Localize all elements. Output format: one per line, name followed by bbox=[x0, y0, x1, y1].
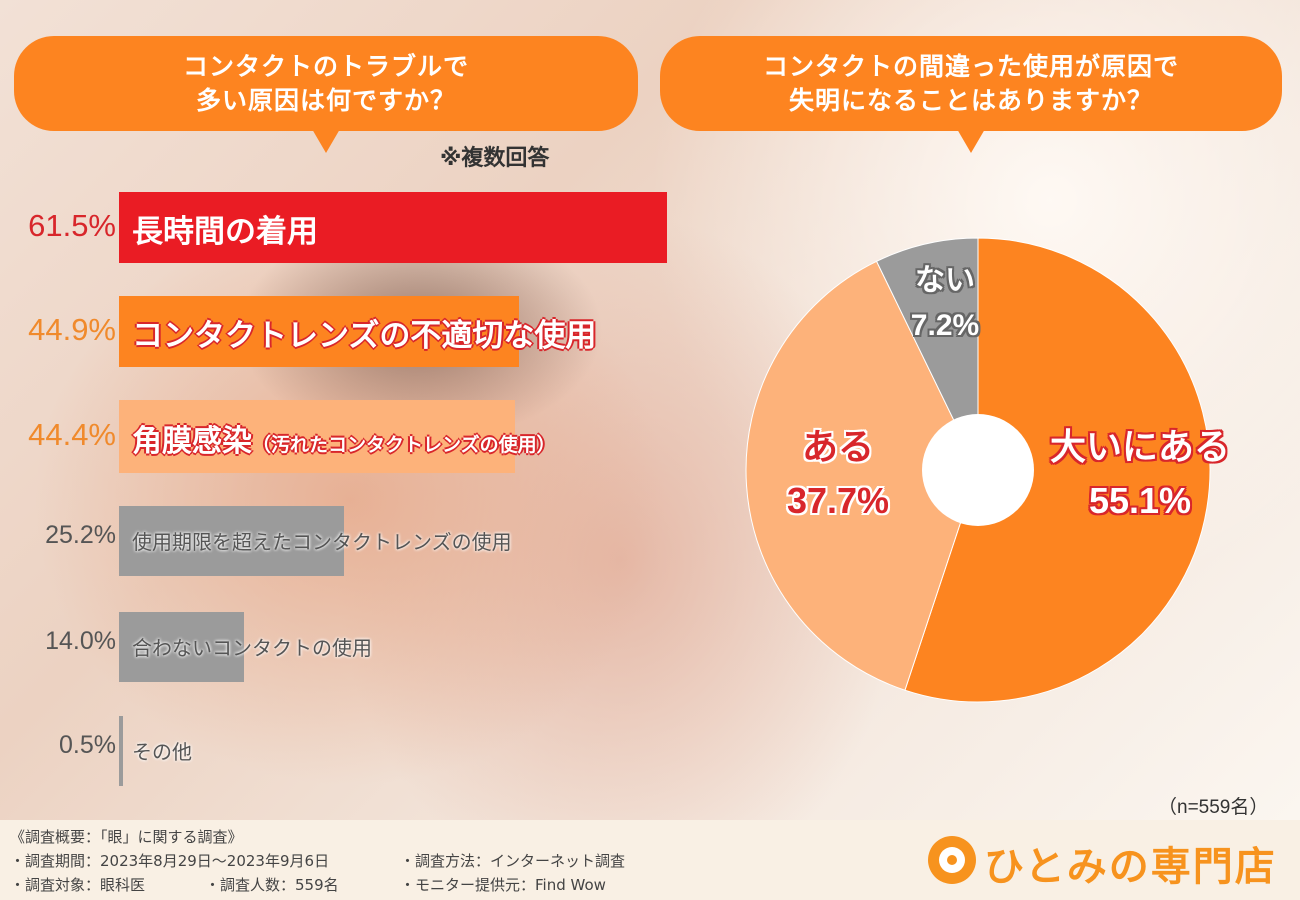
donut-value-2: 37.7% bbox=[786, 480, 890, 521]
survey-provider: ・モニター提供元：Find Wow bbox=[400, 876, 606, 894]
bar-value-label-2: 44.9% bbox=[28, 311, 116, 347]
donut-slice-3 bbox=[875, 237, 979, 471]
donut-label-3: ない 7.2% bbox=[825, 258, 1065, 348]
right-question-panel: コンタクトの間違った使用が原因で 失明になることはありますか？ bbox=[660, 36, 1282, 153]
multiple-answer-note: ※複数回答 bbox=[440, 146, 550, 171]
bar-2 bbox=[119, 296, 520, 367]
bar-4 bbox=[119, 506, 344, 576]
donut-value-1: 55.1% bbox=[1088, 480, 1192, 521]
donut-slice-1 bbox=[904, 237, 1211, 703]
bar-category-label-4: 使用期限を超えたコンタクトレンズの使用 bbox=[132, 530, 512, 555]
right-question-line2: 失明になることはありますか？ bbox=[788, 86, 1153, 115]
bar-category-label-6: その他 bbox=[132, 740, 192, 765]
bar-chart: 61.5% 長時間の着用 44.9% コンタクトレンズの不適切な使用 44.4% 角膜感染… bbox=[0, 0, 720, 800]
survey-target: ・調査対象：眼科医 bbox=[10, 876, 146, 894]
survey-count: ・調査人数：559名 bbox=[205, 876, 339, 894]
left-question-line1: コンタクトのトラブルで bbox=[182, 52, 469, 81]
bar-category-suffix-3: （汚れたコンタクトレンズの使用） bbox=[252, 433, 556, 456]
bar-1 bbox=[119, 192, 667, 263]
bar-value-label-3: 44.4% bbox=[28, 416, 116, 452]
bar-value-label-5: 14.0% bbox=[45, 627, 116, 655]
eye-logo-icon bbox=[928, 836, 976, 884]
donut-category-2: ある bbox=[801, 426, 874, 467]
survey-footer: 《調査概要：「眼」に関する調査》 ・調査期間：2023年8月29日～2023年9… bbox=[0, 820, 1300, 900]
donut-category-1: 大いにある bbox=[1049, 426, 1230, 467]
bar-category-label-3: 角膜感染（汚れたコンタクトレンズの使用） bbox=[132, 423, 556, 459]
survey-title: 《調査概要：「眼」に関する調査》 bbox=[10, 828, 243, 846]
bar-category-label-5: 合わないコンタクトの使用 bbox=[132, 636, 372, 661]
bar-3 bbox=[119, 400, 515, 473]
donut-label-2: ある 37.7% bbox=[718, 420, 958, 528]
donut-chart bbox=[745, 237, 1211, 703]
bar-value-label-4: 25.2% bbox=[45, 521, 116, 549]
left-question-panel: コンタクトのトラブルで 多い原因は何ですか？ bbox=[14, 36, 638, 153]
right-question-line1: コンタクトの間違った使用が原因で bbox=[762, 52, 1179, 81]
bar-5 bbox=[119, 612, 244, 682]
bar-6 bbox=[119, 716, 124, 786]
bar-value-label-6: 0.5% bbox=[59, 731, 116, 759]
brand-logo: ひとみの専門店 bbox=[928, 830, 1284, 890]
donut-value-3: 7.2% bbox=[910, 309, 980, 342]
bar-category-label-1: 長時間の着用 bbox=[132, 213, 318, 250]
bar-category-label-2: コンタクトレンズの不適切な使用 bbox=[132, 317, 597, 354]
bar-value-label-1: 61.5% bbox=[28, 207, 116, 243]
donut-hole bbox=[922, 414, 1034, 526]
donut-category-3: ない bbox=[915, 264, 975, 297]
survey-period: ・調査期間：2023年8月29日～2023年9月6日 bbox=[10, 852, 330, 870]
left-question-line2: 多い原因は何ですか？ bbox=[195, 86, 456, 115]
donut-slice-2 bbox=[745, 260, 979, 691]
brand-name: ひとみの専門店 bbox=[984, 844, 1277, 890]
donut-label-1: 大いにある 55.1% bbox=[1020, 420, 1260, 528]
survey-method: ・調査方法：インターネット調査 bbox=[400, 852, 626, 870]
sample-size-label: （n=559名） bbox=[1158, 797, 1269, 818]
